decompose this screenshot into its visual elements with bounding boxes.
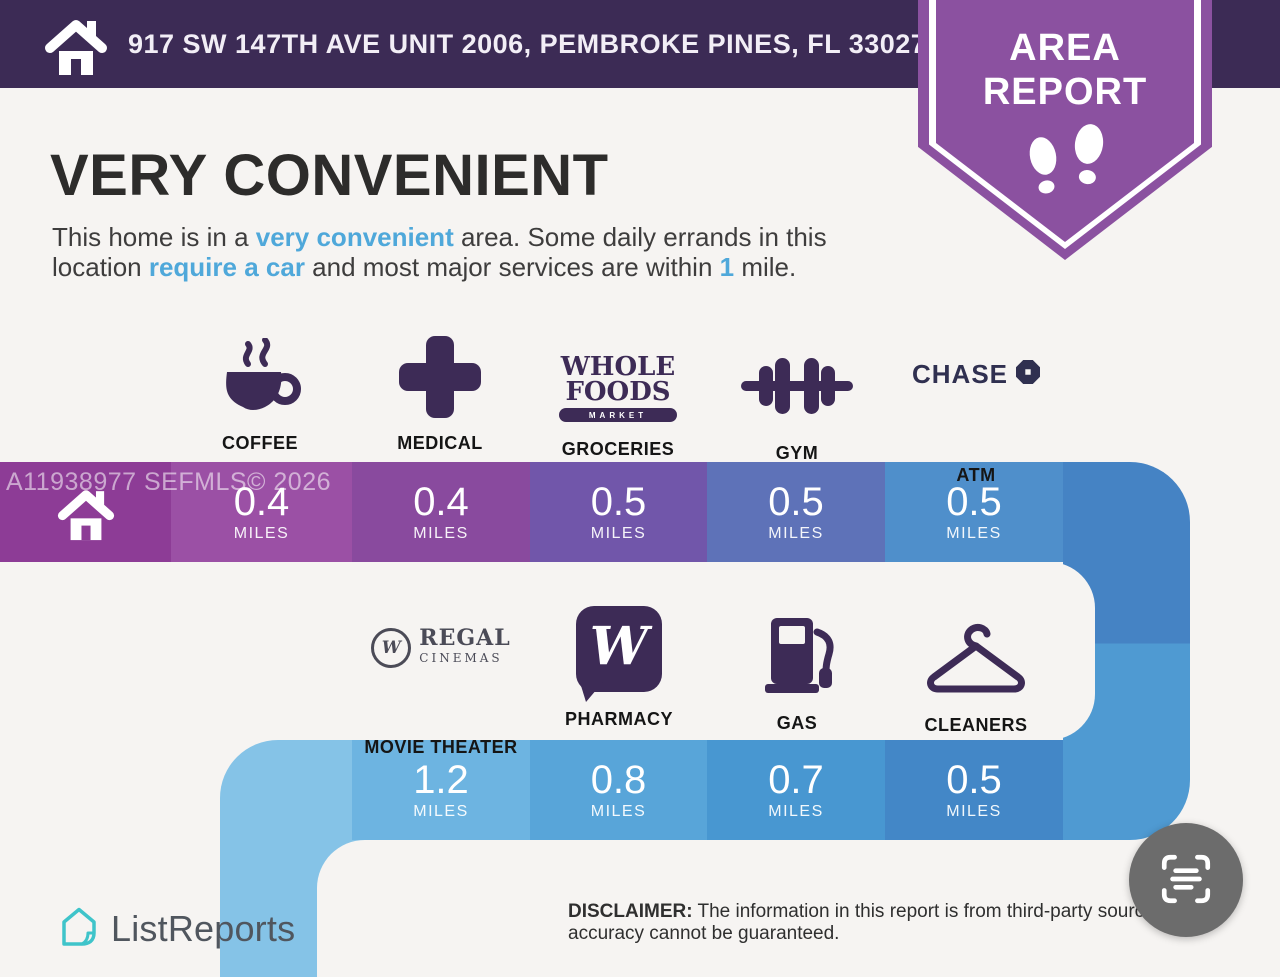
band-curve-segment xyxy=(220,740,352,840)
walgreens-w: W xyxy=(589,615,649,677)
distance-cell: 0.7 MILES xyxy=(707,740,885,840)
property-address: 917 SW 147TH AVE UNIT 2006, PEMBROKE PIN… xyxy=(128,28,927,59)
regal-monogram: W xyxy=(371,628,412,668)
description: This home is in a very convenient area. … xyxy=(52,222,827,282)
amenity-label: GYM xyxy=(775,443,819,463)
amenity-label: PHARMACY xyxy=(564,709,673,729)
amenity-movie-theater: W REGAL CINEMAS MOVIE THEATER xyxy=(348,598,534,758)
amenity-cleaners: CLEANERS xyxy=(883,598,1069,736)
distance-cell: 0.5 MILES xyxy=(885,740,1063,840)
footer-area xyxy=(317,840,1280,977)
area-report-badge: AREA REPORT xyxy=(918,0,1212,260)
amenity-medical: MEDICAL xyxy=(347,326,533,454)
distance-cell: 0.5 MILES xyxy=(530,462,707,562)
badge-line1: AREA xyxy=(1009,27,1121,69)
whole-foods-banner: MARKET xyxy=(559,408,677,422)
amenity-label: GAS xyxy=(776,713,818,733)
chase-logo: CHASE xyxy=(912,326,1040,454)
distance-cell: 0.8 MILES xyxy=(530,740,707,840)
band-connector-left xyxy=(220,840,317,977)
amenity-gym: GYM xyxy=(704,326,890,464)
highlight-one-mile: 1 xyxy=(719,252,735,282)
row2-icon-area xyxy=(0,562,1095,740)
hanger-icon xyxy=(920,598,1032,704)
highlight-very-convenient: very convenient xyxy=(255,222,454,252)
medical-cross-icon xyxy=(395,326,485,422)
disclaimer-line1: DISCLAIMER: The information in this repo… xyxy=(568,901,1170,922)
amenity-label: MOVIE THEATER xyxy=(364,737,518,757)
amenity-label: CLEANERS xyxy=(924,715,1028,735)
amenity-coffee: COFFEE xyxy=(167,326,353,454)
distance-cell: 0.5 MILES xyxy=(885,462,1063,562)
home-icon xyxy=(57,490,114,541)
distance-cell: 0.4 MILES xyxy=(352,462,530,562)
amenity-gas: GAS xyxy=(704,598,890,734)
footprints-icon xyxy=(1005,120,1125,217)
amenity-label: COFFEE xyxy=(221,433,298,453)
amenity-groceries: WHOLE FOODS MARKET GROCERIES xyxy=(525,326,711,460)
home-icon xyxy=(44,11,108,82)
badge-title: AREA REPORT xyxy=(918,26,1212,114)
disclaimer-line2: accuracy cannot be guaranteed. xyxy=(568,923,840,944)
walgreens-bubble-tail xyxy=(578,676,608,702)
distance-cell: 1.2 MILES xyxy=(352,740,530,840)
chase-wordmark: CHASE xyxy=(911,358,1008,389)
description-line1: This home is in a very convenient area. … xyxy=(52,222,827,252)
whole-foods-logo: WHOLE FOODS MARKET xyxy=(559,326,677,428)
distance-cell: 0.5 MILES xyxy=(707,462,885,562)
chase-octagon-icon xyxy=(1016,359,1040,389)
scan-text-icon xyxy=(1157,850,1215,911)
walgreens-logo: W xyxy=(576,598,662,702)
distance-band-row1: 0.4 MILES 0.4 MILES 0.5 MILES 0.5 MILES … xyxy=(0,462,1063,562)
amenity-label: ATM xyxy=(956,465,996,485)
dumbbell-icon xyxy=(737,326,857,432)
coffee-icon xyxy=(212,326,308,422)
listreports-wordmark: ListReports xyxy=(111,907,296,949)
amenity-atm: CHASE ATM xyxy=(883,326,1069,486)
page-title: VERY CONVENIENT xyxy=(50,143,609,208)
home-marker xyxy=(0,462,171,562)
distance-cell: 0.4 MILES xyxy=(171,462,352,562)
amenity-label: MEDICAL xyxy=(397,433,483,453)
mls-watermark: A11938977 SEFMLS© 2026 xyxy=(6,468,332,496)
listreports-logo: ListReports xyxy=(57,902,295,955)
whole-foods-line2: FOODS xyxy=(565,377,671,407)
whole-foods-line1: WHOLE xyxy=(560,352,676,382)
scan-text-button[interactable] xyxy=(1129,823,1243,937)
description-line2: location require a car and most major se… xyxy=(52,252,797,282)
regal-cinemas-logo: W REGAL CINEMAS xyxy=(371,598,510,726)
gas-pump-icon xyxy=(755,598,839,702)
amenity-pharmacy: W PHARMACY xyxy=(526,598,712,730)
listreports-house-icon xyxy=(57,902,101,955)
distance-band-row2: 1.2 MILES 0.8 MILES 0.7 MILES 0.5 MILES xyxy=(220,740,1063,840)
disclaimer: DISCLAIMER: The information in this repo… xyxy=(568,901,1188,945)
badge-line2: REPORT xyxy=(982,71,1148,113)
amenity-label: GROCERIES xyxy=(561,439,675,459)
highlight-require-a-car: require a car xyxy=(148,252,305,282)
